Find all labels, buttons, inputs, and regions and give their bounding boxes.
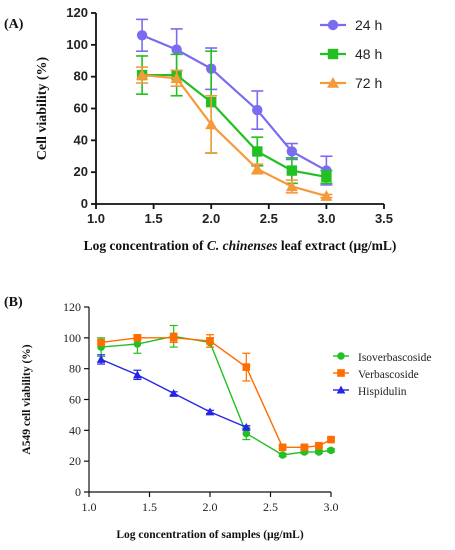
data-point (171, 44, 182, 55)
y-tick-label: 0 (81, 196, 88, 211)
x-tick-label: 3.0 (317, 211, 335, 226)
legend-marker (337, 352, 345, 360)
x-tick-label: 1.5 (145, 211, 163, 226)
data-point (169, 334, 178, 342)
x-axis-title: Log concentration of samples (μg/mL) (116, 529, 303, 541)
y-tick-label: 100 (66, 37, 88, 52)
y-tick-label: 40 (74, 132, 88, 147)
y-tick-label: 20 (69, 454, 81, 468)
data-point (320, 190, 333, 201)
x-axis-title: Log concentration of C. chinenses leaf e… (84, 238, 397, 253)
data-point (315, 441, 323, 450)
x-tick-label: 2.5 (260, 211, 278, 226)
data-point (321, 171, 332, 183)
y-axis-title: Cell viability (%) (35, 56, 50, 160)
data-point (300, 443, 309, 452)
legend-label: 48 h (355, 46, 382, 62)
data-point (252, 104, 263, 116)
data-point (206, 337, 214, 345)
series-48-h (136, 50, 333, 185)
legend-marker (327, 77, 339, 88)
data-point (136, 30, 148, 41)
chart-b: 0 20 40 60 80 100 120 1.0 1.5 2.0 2.5 3.0 A549 cell … (21, 300, 431, 541)
legend-label: 24 h (355, 17, 382, 33)
data-point (133, 334, 142, 342)
y-tick-label: 20 (74, 164, 88, 179)
data-point (286, 146, 298, 157)
x-tick-label: 2.0 (203, 500, 218, 514)
data-point (315, 448, 323, 456)
series-hispidulin (96, 354, 251, 431)
data-point (136, 69, 149, 80)
y-tick-label: 60 (74, 101, 88, 116)
x-tick-label: 1.0 (87, 211, 105, 226)
legend-label: Hispidulin (358, 386, 407, 398)
legend-label: Verbascoside (358, 369, 419, 381)
panel-label-a: (A) (4, 17, 24, 32)
data-point (133, 370, 142, 379)
data-point (251, 163, 264, 174)
data-point (278, 451, 287, 459)
y-tick-label: 120 (63, 300, 81, 314)
data-point (170, 72, 183, 84)
data-point (242, 429, 251, 438)
y-tick-label: 40 (69, 423, 81, 437)
series-24-h (136, 18, 333, 186)
series-line (141, 73, 327, 198)
data-point (278, 443, 287, 452)
series-line (101, 335, 332, 456)
series-line (142, 73, 327, 179)
data-point (327, 446, 335, 455)
data-point (252, 146, 263, 157)
data-point (327, 435, 335, 444)
data-point (96, 355, 106, 363)
y-tick-label: 100 (63, 331, 81, 345)
x-tick-label: 3.0 (324, 500, 339, 514)
y-tick-label: 80 (69, 362, 81, 376)
data-point (205, 407, 215, 416)
x-tick-label: 2.5 (263, 500, 278, 514)
data-point (241, 422, 251, 431)
data-point (286, 165, 298, 176)
legend-marker (337, 369, 345, 377)
series-72-h (136, 66, 333, 201)
y-tick-label: 120 (66, 5, 88, 20)
y-axis-title: A549 cell viability (%) (21, 344, 33, 454)
data-point (242, 363, 251, 371)
data-point (133, 340, 142, 348)
x-tick-label: 2.0 (202, 211, 220, 226)
legend-marker (327, 48, 339, 60)
legend-marker (336, 385, 346, 394)
series-line (141, 34, 327, 172)
y-tick-label: 60 (69, 393, 81, 407)
y-tick-label: 0 (75, 485, 81, 499)
series-verbascoside (97, 332, 335, 452)
x-tick-label: 1.5 (142, 500, 157, 514)
y-tick-label: 80 (74, 69, 88, 84)
x-tick-label: 3.5 (375, 211, 393, 226)
panel-label-b: (B) (4, 295, 23, 310)
legend-label: 72 h (355, 75, 382, 91)
legend-marker (327, 19, 339, 31)
series-line (101, 337, 332, 448)
x-tick-label: 1.0 (82, 500, 97, 514)
data-point (205, 118, 218, 130)
data-point (97, 338, 105, 347)
data-point (285, 180, 298, 192)
data-point (169, 388, 179, 397)
chart-a: 0 20 40 60 80 100 120 1.0 1.5 2.0 2.5 3.0 3.5 Cell vi… (35, 5, 396, 253)
legend-label: Isoverbascoside (358, 352, 431, 364)
